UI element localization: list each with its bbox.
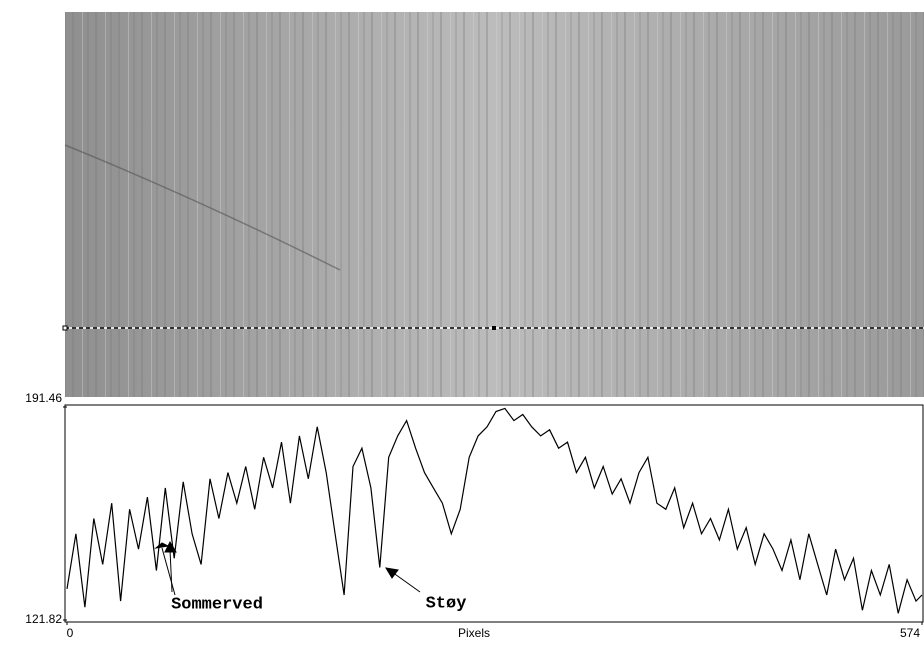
x-tick-label: 574 <box>900 626 920 640</box>
y-tick-label: 121.82 <box>25 612 62 626</box>
y-tick-label: 191.46 <box>25 391 62 405</box>
x-axis-label: Pixels <box>458 626 490 640</box>
annotation: Sommerved <box>171 595 263 614</box>
plot-frame <box>64 404 924 623</box>
x-tick-label: 0 <box>67 626 74 640</box>
annotation: Støy <box>426 594 467 613</box>
image <box>62 12 924 397</box>
profile-line <box>66 407 923 614</box>
